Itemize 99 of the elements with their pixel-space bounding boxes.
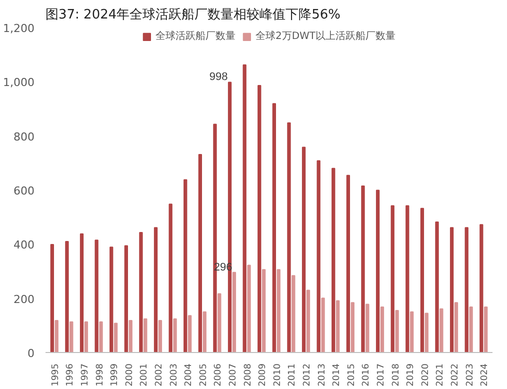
bar [469, 306, 473, 352]
bar [65, 240, 69, 352]
x-tick-label: 2010 [272, 363, 283, 386]
bar [242, 64, 246, 352]
bar [406, 205, 410, 352]
bar [410, 311, 414, 352]
bar [332, 168, 336, 352]
bar [128, 320, 132, 352]
x-tick-label: 2008 [243, 363, 254, 386]
y-tick-label: 1,200 [3, 22, 35, 35]
bar [232, 272, 236, 352]
bar [440, 308, 444, 352]
y-tick-label: 400 [14, 238, 35, 252]
bar [173, 318, 177, 352]
x-tick-label: 2006 [214, 363, 224, 386]
bar [395, 310, 399, 352]
x-tick-label: 2012 [302, 364, 313, 386]
x-tick-label: 2011 [288, 364, 298, 386]
y-tick-label: 600 [14, 184, 35, 198]
x-tick-label: 2020 [420, 363, 431, 386]
x-tick-label: 2004 [184, 363, 194, 386]
y-tick-label: 1,000 [3, 76, 35, 90]
bar [450, 227, 454, 352]
x-tick-label: 2018 [391, 363, 402, 386]
x-tick-label: 1996 [66, 363, 76, 386]
bar [247, 264, 251, 352]
x-tick-label: 1998 [95, 363, 106, 386]
bar [350, 302, 354, 352]
y-tick-label: 800 [14, 130, 35, 144]
bar [435, 221, 439, 352]
bar [316, 160, 320, 352]
bar [258, 84, 262, 352]
bar [114, 322, 118, 352]
bar [188, 315, 192, 352]
x-tick-label: 2017 [376, 364, 387, 386]
bar [202, 311, 206, 352]
bar [139, 232, 143, 352]
x-tick-label: 2024 [480, 363, 490, 386]
bar [110, 246, 114, 352]
bar [390, 205, 394, 352]
x-tick-label: 2023 [465, 364, 476, 386]
bar [184, 179, 188, 352]
bar [262, 269, 266, 352]
bar [480, 224, 484, 352]
x-tick-label: 2007 [228, 364, 238, 386]
bar [198, 154, 202, 352]
bar [376, 190, 380, 352]
bar [276, 269, 280, 352]
x-tick-label: 2000 [124, 363, 135, 386]
legend-label: 全球2万DWT以上活跃船厂数量 [255, 30, 396, 43]
x-tick-label: 2021 [436, 364, 446, 386]
bar [454, 302, 458, 352]
x-tick-label: 2019 [406, 363, 416, 386]
bar [361, 185, 365, 352]
bar [336, 300, 340, 352]
x-tick-label: 2005 [198, 364, 209, 386]
chart-title: 图37: 2024年全球活跃船厂数量相较峰值下降56% [46, 8, 341, 22]
bar [94, 240, 98, 352]
x-tick-label: 2022 [450, 364, 461, 386]
y-tick-label: 0 [28, 347, 34, 360]
bar [158, 320, 162, 352]
x-tick-label: 1995 [50, 364, 61, 386]
bar [292, 275, 296, 352]
bar [380, 306, 384, 352]
x-tick-label: 2001 [140, 364, 150, 386]
bar [154, 227, 158, 352]
bar [424, 312, 428, 352]
bar [218, 293, 222, 352]
bar [484, 306, 488, 352]
bar [321, 298, 325, 352]
bar [306, 290, 310, 352]
bar [302, 146, 306, 352]
bar [144, 318, 148, 352]
data-label: 998 [209, 71, 228, 84]
bar [346, 174, 350, 352]
x-tick-label: 2003 [169, 364, 180, 386]
bar [287, 122, 291, 352]
x-tick-label: 1997 [80, 364, 90, 386]
bar [366, 304, 370, 352]
bar [464, 227, 468, 352]
bar [272, 103, 276, 352]
x-tick-label: 2013 [317, 364, 328, 386]
x-tick-label: 1999 [110, 363, 120, 386]
bar [84, 321, 88, 352]
bar [168, 204, 172, 352]
x-tick-label: 2009 [258, 363, 268, 386]
x-tick-label: 2015 [346, 364, 357, 386]
legend-label: 全球活跃船厂数量 [155, 30, 236, 43]
x-tick-label: 2016 [362, 363, 372, 386]
x-tick-label: 2014 [332, 363, 342, 386]
bar [80, 233, 84, 352]
bar [99, 321, 103, 352]
x-tick-label: 2002 [154, 364, 164, 386]
bar [54, 320, 58, 352]
bar [124, 245, 128, 352]
bar [50, 244, 54, 352]
bar [70, 321, 74, 352]
y-tick-label: 200 [14, 292, 35, 306]
bar [420, 208, 424, 352]
